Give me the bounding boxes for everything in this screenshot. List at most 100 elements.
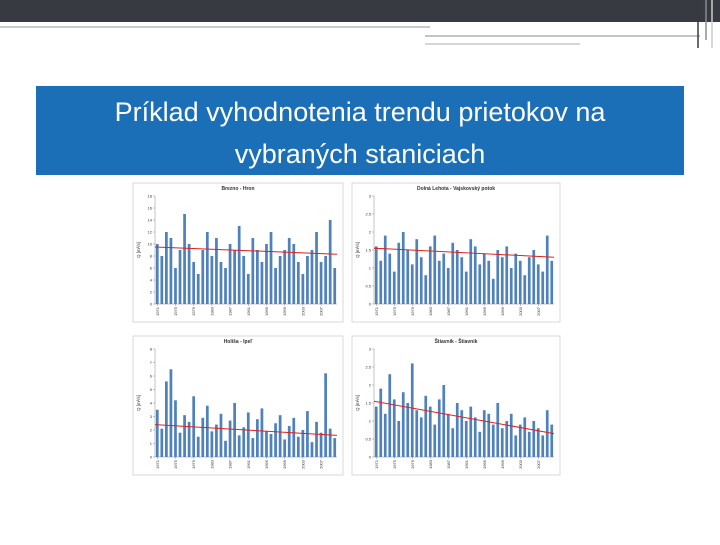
bar xyxy=(406,250,410,304)
bar xyxy=(518,424,522,457)
bar xyxy=(283,439,287,457)
y-tick-label: 6 xyxy=(150,374,153,379)
bar xyxy=(306,256,309,304)
bar xyxy=(392,271,396,304)
bar xyxy=(487,413,491,457)
trend-line xyxy=(154,424,338,436)
x-tick-label: 1987 xyxy=(228,459,233,469)
bar xyxy=(242,256,246,304)
y-tick-label: 8 xyxy=(150,254,153,259)
bar xyxy=(196,274,200,304)
bar xyxy=(183,214,186,304)
bar xyxy=(187,421,191,457)
bar xyxy=(469,239,473,304)
bar xyxy=(187,244,191,304)
chart-title: Brezno - Hron xyxy=(221,186,254,192)
y-tick-label: 2 xyxy=(369,230,372,235)
bar xyxy=(437,260,441,304)
y-tick-label: 18 xyxy=(148,194,153,199)
x-tick-label: 1999 xyxy=(500,306,505,316)
bar xyxy=(397,242,401,304)
bar xyxy=(310,250,314,304)
bar xyxy=(242,427,246,457)
bar xyxy=(410,363,414,457)
y-tick-label: 1 xyxy=(369,419,372,424)
bar xyxy=(292,417,296,457)
y-tick-label: 2 xyxy=(369,383,372,388)
bar xyxy=(379,388,383,457)
y-tick-label: 6 xyxy=(150,266,153,271)
chart-title: Štiavnik - Štiavnik xyxy=(435,337,478,345)
bar xyxy=(460,410,464,457)
bar xyxy=(446,413,450,457)
bar xyxy=(174,268,177,304)
x-tick-label: 1983 xyxy=(428,459,433,469)
x-tick-label: 1991 xyxy=(246,459,251,469)
bar xyxy=(545,410,549,457)
bar xyxy=(215,238,218,304)
bar xyxy=(233,403,236,457)
bar xyxy=(397,421,401,457)
bar xyxy=(333,268,337,304)
x-tick-label: 1971 xyxy=(155,459,160,469)
bar xyxy=(301,274,305,304)
bar xyxy=(165,381,168,457)
y-axis-label: Q [m³/s] xyxy=(136,242,141,258)
y-tick-label: 1.5 xyxy=(365,248,371,253)
bar xyxy=(532,250,536,304)
bar xyxy=(237,226,241,304)
bar xyxy=(324,373,327,457)
x-tick-label: 1971 xyxy=(155,306,160,316)
bar xyxy=(410,264,414,304)
bar xyxy=(527,431,531,457)
bar xyxy=(265,431,268,457)
x-tick-label: 2007 xyxy=(319,459,324,469)
y-tick-label: 2.5 xyxy=(365,212,371,217)
bar xyxy=(251,238,255,304)
bar xyxy=(155,409,159,457)
bar xyxy=(192,262,196,304)
bar xyxy=(482,410,486,457)
bar xyxy=(532,421,536,457)
x-tick-label: 1987 xyxy=(446,306,451,316)
bar xyxy=(379,260,383,304)
bar xyxy=(514,253,518,304)
bar xyxy=(178,432,182,457)
bar xyxy=(328,428,332,457)
bar xyxy=(388,374,392,457)
bar xyxy=(319,262,323,304)
bar xyxy=(541,271,545,304)
y-tick-label: 3 xyxy=(150,414,153,419)
y-tick-label: 1.5 xyxy=(365,401,371,406)
y-tick-label: 14 xyxy=(148,218,153,223)
bar xyxy=(500,428,504,457)
bar xyxy=(287,425,291,457)
bar xyxy=(451,242,455,304)
bar xyxy=(178,250,182,304)
x-tick-label: 1975 xyxy=(173,306,178,316)
bar xyxy=(505,246,509,304)
bar xyxy=(296,436,300,457)
x-tick-label: 1999 xyxy=(500,459,505,469)
top-bar xyxy=(0,0,720,22)
x-tick-label: 2003 xyxy=(300,459,305,469)
bar xyxy=(500,257,504,304)
chart-title: Dolná Lehota - Vajskovský potok xyxy=(417,186,495,192)
x-tick-label: 1995 xyxy=(482,306,487,316)
bar xyxy=(169,369,173,457)
bar xyxy=(333,438,337,457)
bar xyxy=(419,257,423,304)
chart: Dolná Lehota - Vajskovský potok Q [m³/s] 0… xyxy=(351,182,561,323)
x-tick-label: 1995 xyxy=(264,306,269,316)
x-tick-label: 2007 xyxy=(319,306,324,316)
y-tick-label: 0 xyxy=(369,302,372,307)
bar xyxy=(505,421,509,457)
bar xyxy=(428,406,432,457)
x-tick-label: 1979 xyxy=(191,459,196,469)
x-tick-label: 2003 xyxy=(300,306,305,316)
chart: Štiavnik - Štiavnik Q [m³/s] 0 0.5 1 1.5 2 2.5 3… xyxy=(351,335,561,476)
bar xyxy=(233,250,236,304)
x-tick-label: 1999 xyxy=(282,306,287,316)
x-tick-label: 2007 xyxy=(536,459,541,469)
bar xyxy=(536,428,540,457)
